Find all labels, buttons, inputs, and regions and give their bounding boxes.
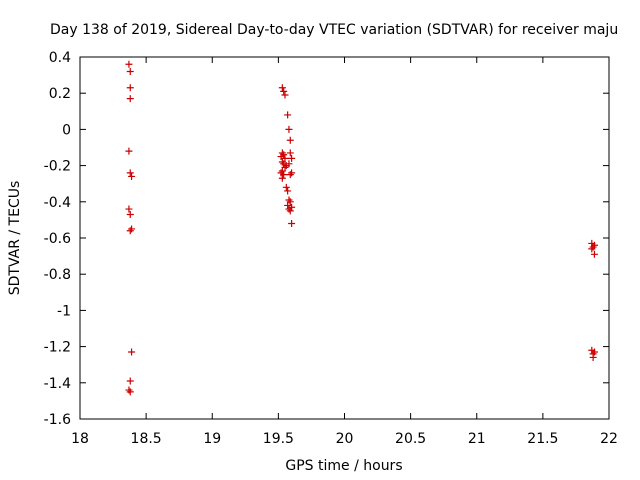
data-point bbox=[285, 196, 293, 204]
x-tick-label: 22 bbox=[600, 431, 618, 447]
data-point bbox=[125, 60, 133, 68]
chart-title: Day 138 of 2019, Sidereal Day-to-day VTE… bbox=[50, 22, 618, 38]
data-point bbox=[284, 111, 292, 119]
x-tick-label: 21 bbox=[468, 431, 486, 447]
data-point bbox=[126, 227, 134, 235]
data-point bbox=[288, 220, 296, 228]
data-point bbox=[126, 210, 134, 218]
data-point bbox=[288, 169, 296, 177]
data-point bbox=[128, 348, 136, 356]
data-point bbox=[125, 386, 133, 394]
data-point bbox=[590, 241, 598, 249]
data-point bbox=[277, 153, 285, 161]
data-point bbox=[589, 243, 597, 251]
data-point bbox=[126, 377, 134, 385]
data-point bbox=[281, 163, 289, 171]
data-point bbox=[278, 84, 286, 92]
y-tick-label: -1.6 bbox=[44, 412, 71, 428]
data-point bbox=[128, 225, 136, 233]
data-point bbox=[126, 67, 134, 75]
data-point bbox=[590, 348, 598, 356]
data-point bbox=[125, 147, 133, 155]
y-tick-label: -1 bbox=[57, 303, 71, 319]
y-tick-label: 0 bbox=[62, 122, 71, 138]
data-point bbox=[284, 201, 292, 209]
data-point bbox=[588, 245, 596, 253]
data-point bbox=[126, 95, 134, 103]
data-point bbox=[590, 250, 598, 258]
data-point bbox=[128, 172, 136, 180]
data-point bbox=[282, 183, 290, 191]
data-point bbox=[284, 187, 292, 195]
data-point bbox=[126, 84, 134, 92]
data-point bbox=[126, 169, 134, 177]
data-point bbox=[286, 136, 294, 144]
y-tick-label: -0.6 bbox=[44, 231, 71, 247]
data-point bbox=[288, 203, 296, 211]
x-tick-label: 19 bbox=[203, 431, 221, 447]
data-point bbox=[285, 125, 293, 133]
y-axis: 0.4 0.2 0 -0.2 -0.4 -0.6 -0.8 -1 -1.2 -1.4 -1.6 bbox=[44, 50, 609, 428]
data-point bbox=[278, 174, 286, 182]
data-point bbox=[285, 160, 293, 168]
x-tick-label: 21.5 bbox=[527, 431, 558, 447]
x-axis-label: GPS time / hours bbox=[285, 458, 402, 474]
y-tick-label: -0.4 bbox=[44, 195, 71, 211]
data-point bbox=[589, 353, 597, 361]
data-point bbox=[286, 207, 294, 215]
data-point bbox=[288, 154, 296, 162]
data-point bbox=[126, 388, 134, 396]
data-point bbox=[286, 171, 294, 179]
data-point bbox=[281, 154, 289, 162]
data-point bbox=[280, 87, 288, 95]
y-tick-label: -1.2 bbox=[44, 340, 71, 356]
x-tick-label: 18.5 bbox=[131, 431, 162, 447]
y-tick-label: 0.2 bbox=[49, 86, 71, 102]
x-tick-label: 20 bbox=[336, 431, 354, 447]
y-tick-label: -0.2 bbox=[44, 159, 71, 175]
x-axis: 18 18.5 19 19.5 20 20.5 21 21.5 22 bbox=[71, 57, 618, 447]
data-point bbox=[286, 149, 294, 157]
x-tick-label: 19.5 bbox=[263, 431, 294, 447]
x-tick-label: 20.5 bbox=[395, 431, 426, 447]
y-tick-label: -1.4 bbox=[44, 376, 71, 392]
data-point bbox=[281, 91, 289, 99]
plot-frame bbox=[79, 56, 610, 420]
data-point bbox=[277, 169, 285, 177]
y-axis-label: SDTVAR / TECUs bbox=[7, 181, 23, 296]
data-point bbox=[286, 198, 294, 206]
data-point bbox=[125, 205, 133, 213]
y-tick-label: 0.4 bbox=[49, 50, 71, 66]
data-points bbox=[125, 60, 598, 396]
y-tick-label: -0.8 bbox=[44, 267, 71, 283]
x-tick-label: 18 bbox=[71, 431, 89, 447]
